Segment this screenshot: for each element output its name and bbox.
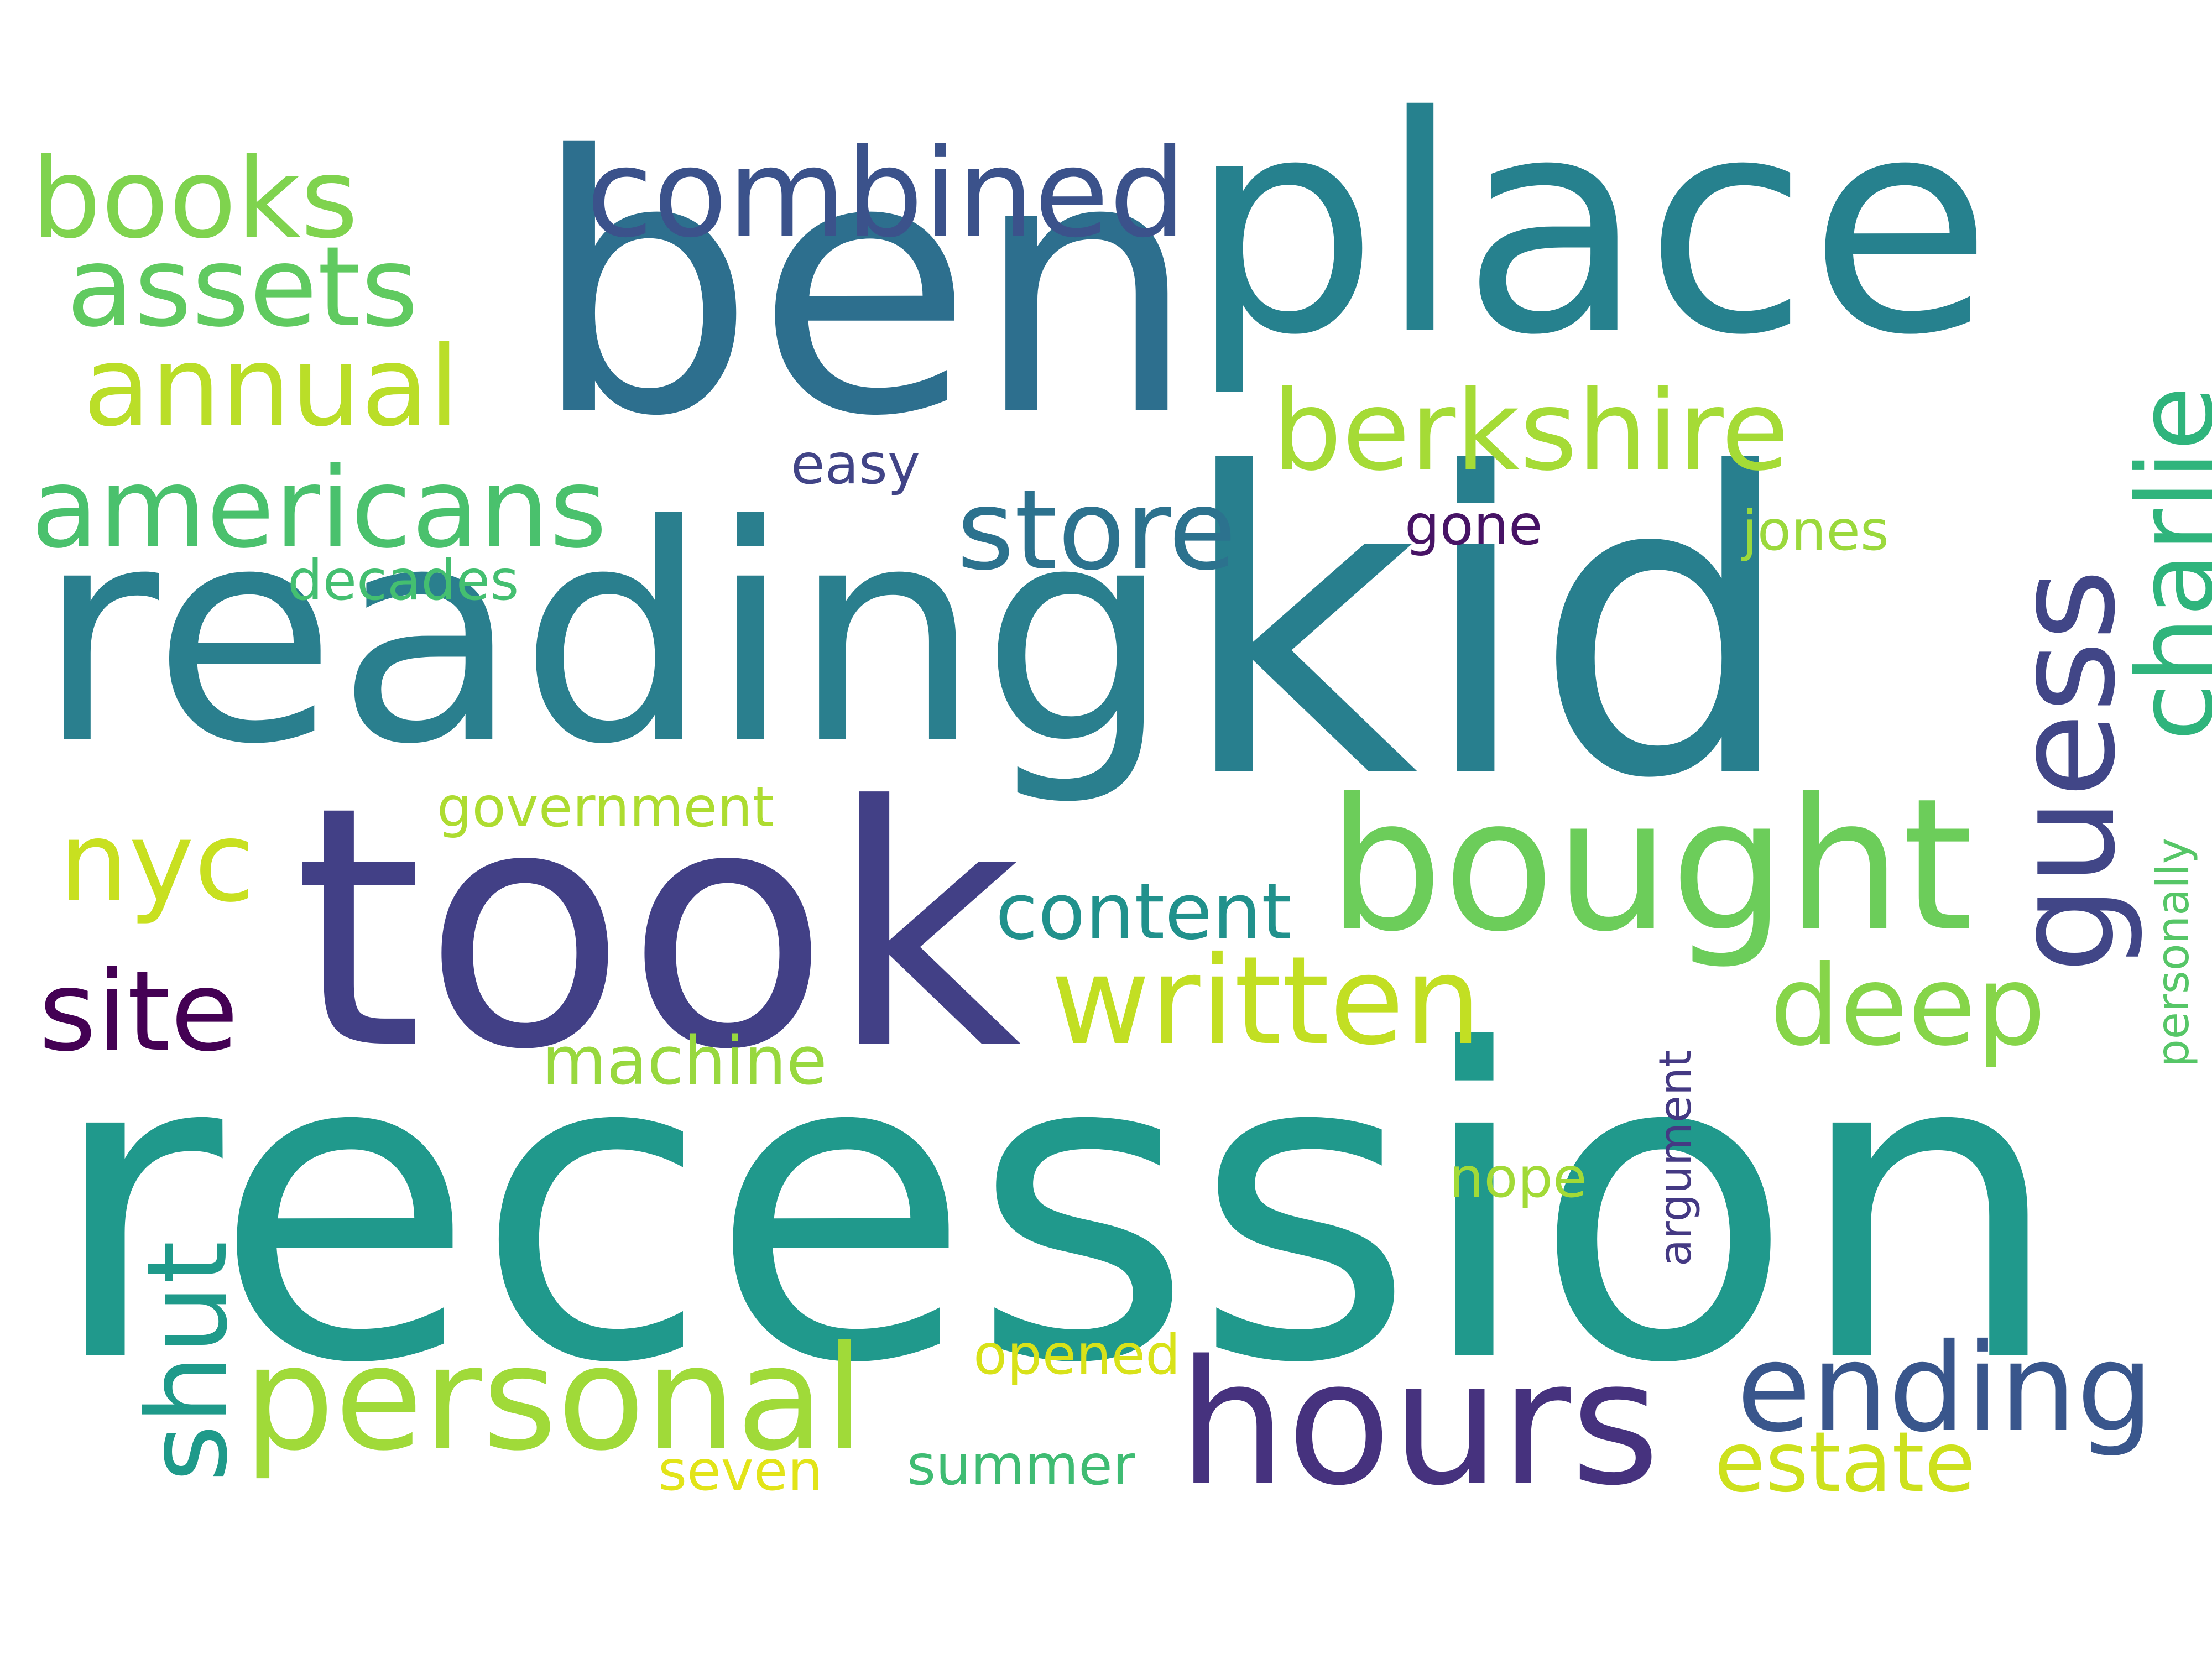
word-personally: personally [2147, 837, 2199, 1067]
word-combined: combined [586, 123, 1187, 264]
word-personal: personal [243, 1316, 864, 1483]
word-estate: estate [1714, 1415, 1976, 1511]
word-decades: decades [288, 548, 519, 613]
word-place: place [1189, 53, 1992, 400]
word-ending: ending [1736, 1317, 2154, 1459]
word-bought: bought [1327, 759, 1974, 972]
word-store: store [957, 466, 1237, 595]
word-guess: guess [1985, 568, 2146, 973]
word-content: content [995, 867, 1292, 957]
word-reading: reading [36, 462, 1171, 810]
word-ben: ben [531, 81, 1198, 493]
word-gone: gone [1405, 493, 1543, 557]
word-americans: americans [31, 444, 607, 573]
word-assets: assets [66, 223, 419, 352]
word-deep: deep [1770, 942, 2046, 1071]
word-summer: summer [907, 1433, 1135, 1498]
word-charlie: charlie [2115, 386, 2212, 741]
word-machine: machine [542, 1023, 827, 1100]
word-took: took [293, 735, 1021, 1122]
word-jones: jones [1742, 498, 1889, 563]
word-site: site [39, 947, 239, 1076]
word-nope: nope [1449, 1145, 1587, 1210]
word-opened: opened [973, 1322, 1181, 1387]
word-easy: easy [791, 432, 921, 497]
word-nyc: nyc [59, 798, 255, 927]
word-argument: argument [1650, 1050, 1701, 1266]
word-kid: kid [1178, 386, 1797, 869]
word-seven: seven [658, 1438, 823, 1503]
word-annual: annual [83, 322, 460, 451]
word-hours: hours [1178, 1324, 1660, 1524]
word-berkshire: berkshire [1272, 367, 1790, 495]
word-books: books [31, 134, 358, 263]
word-shut: shut [123, 1240, 252, 1482]
word-recession: recession [48, 960, 2064, 1456]
word-government: government [437, 775, 774, 839]
word-written: written [1051, 930, 1481, 1072]
